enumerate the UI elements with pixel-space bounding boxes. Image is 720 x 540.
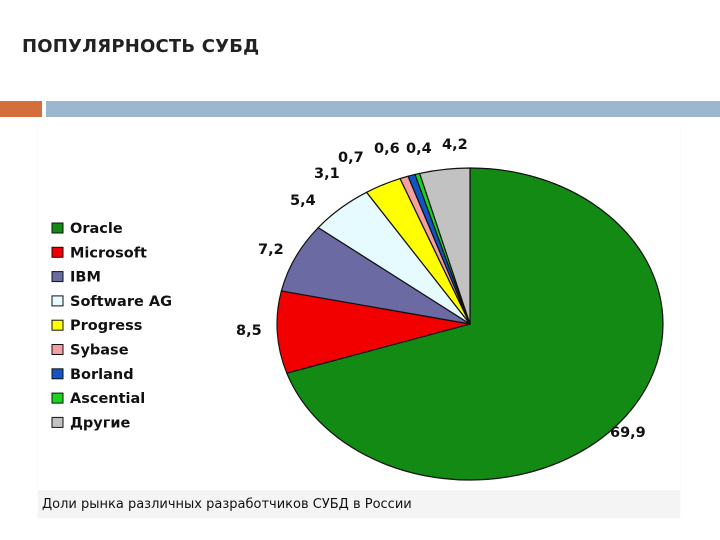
title-divider-bar (46, 101, 720, 117)
legend-label-ascential: Ascential (70, 391, 145, 407)
pie-slice-другие (419, 167, 471, 325)
legend-swatch-progress (51, 319, 64, 331)
legend-swatch-microsoft (51, 246, 64, 258)
legend-swatch-oracle (51, 222, 64, 234)
pie-slice-microsoft (276, 290, 471, 374)
chart-caption: Доли рынка различных разработчиков СУБД … (42, 497, 412, 512)
legend-label-software-ag: Software AG (70, 294, 172, 310)
legend-label-sybase: Sybase (70, 343, 129, 359)
value-label-ibm: 7,2 (258, 242, 284, 258)
value-label-microsoft: 8,5 (236, 323, 262, 339)
pie-slice-oracle (286, 167, 664, 481)
value-label-borland: 0,6 (374, 141, 400, 157)
legend-label-другие: Другие (70, 415, 130, 431)
pie-chart: 69,9 8,5 7,2 5,4 3,10,7 0,6 0,4 4,2 Oracle Micro… (51, 137, 664, 481)
legend-label-ibm: IBM (70, 270, 101, 286)
legend: Oracle Microsoft IBM Software AG Progress Syb… (51, 221, 172, 431)
legend-swatch-ascential (51, 392, 64, 404)
value-labels: 69,9 8,5 7,2 5,4 3,10,7 0,6 0,4 4,2 (236, 137, 646, 441)
legend-label-microsoft: Microsoft (70, 245, 147, 261)
value-label-progress: 3,1 (314, 166, 340, 182)
legend-swatch-software-ag (51, 295, 64, 307)
slide-title: ПОПУЛЯРНОСТЬ СУБД (22, 36, 260, 57)
chart-figure: 69,9 8,5 7,2 5,4 3,1 0,7 0,6 0,4 4,2 Oracle Micro… (38, 124, 680, 518)
legend-label-progress: Progress (70, 318, 142, 334)
value-label-ascential: 0,4 (406, 141, 432, 157)
legend-label-borland: Borland (70, 367, 134, 383)
pie-slices (276, 167, 664, 481)
caption-strip (38, 490, 680, 518)
title-accent-bar (0, 101, 42, 117)
value-label-software-ag: 5,4 (290, 193, 316, 209)
legend-swatch-ibm (51, 271, 64, 283)
value-label-oracle: 69,9 (610, 425, 646, 441)
value-label-sybase: 0,7 (338, 150, 364, 166)
legend-swatch-sybase (51, 344, 64, 355)
legend-swatch-borland (51, 368, 64, 380)
legend-swatch-другие (51, 416, 64, 428)
value-label-другие: 4,2 (442, 137, 468, 153)
legend-label-oracle: Oracle (70, 221, 123, 237)
